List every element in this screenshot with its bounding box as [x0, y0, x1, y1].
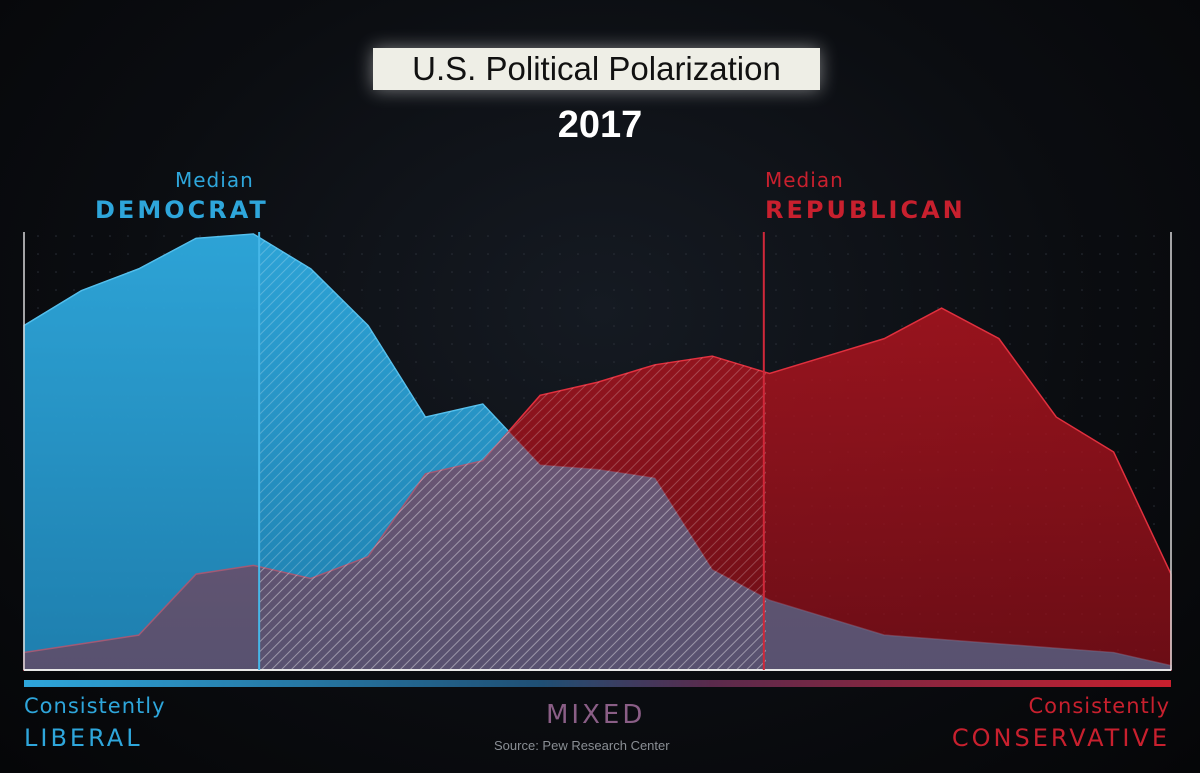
- chart-title: U.S. Political Polarization: [373, 48, 820, 90]
- median-democrat-small-label: Median: [175, 168, 254, 192]
- source-note: Source: Pew Research Center: [494, 738, 670, 753]
- median-republican-small-label: Median: [765, 168, 844, 192]
- median-republican-label: REPUBLICAN: [765, 196, 966, 224]
- liberal-label: LIBERAL: [24, 724, 143, 752]
- conservative-label: CONSERVATIVE: [951, 724, 1170, 752]
- spectrum-bar: [24, 680, 1171, 687]
- median-democrat-label: DEMOCRAT: [95, 196, 269, 224]
- chart-subtitle-year: 2017: [557, 104, 643, 146]
- liberal-small-label: Consistently: [24, 694, 166, 718]
- mixed-label: MIXED: [546, 700, 646, 730]
- republican-area-hatching: [259, 356, 766, 670]
- conservative-small-label: Consistently: [1028, 694, 1170, 718]
